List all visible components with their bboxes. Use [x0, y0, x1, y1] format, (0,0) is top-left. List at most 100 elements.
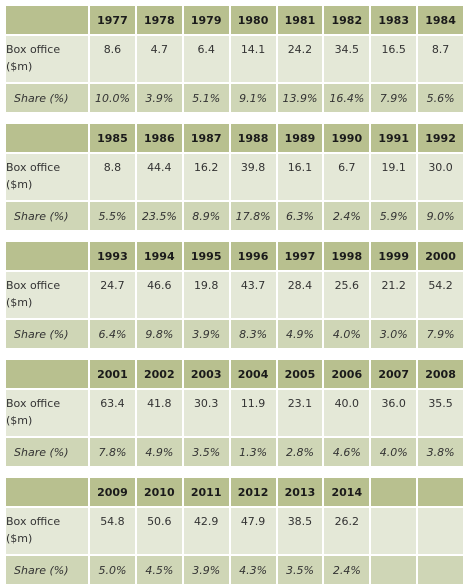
year-header-cell: 1999 [371, 242, 417, 270]
share-row: Share (%) 7.8% 4.9% 3.5% 1.3% 2.8% 4.6% 4.0% 3.8… [6, 438, 463, 466]
header-corner-cell [6, 124, 88, 152]
share-cell: 2.8% [277, 438, 323, 466]
share-cell: 5.6% [418, 84, 463, 112]
year-header-cell: 1984 [418, 6, 463, 34]
year-header-cell: 1978 [136, 6, 182, 34]
box-office-cell: 36.0 [371, 390, 417, 436]
share-cell: 8.3% [230, 320, 276, 348]
share-cell: 16.4% [324, 84, 370, 112]
year-table: 1993 1994 1995 1996 1997 1998 1999 2000 Box offi… [4, 240, 465, 350]
year-header-cell: 1983 [371, 6, 417, 34]
year-header-cell: 2005 [277, 360, 323, 388]
year-header-cell: 1987 [183, 124, 229, 152]
share-cell: 9.1% [230, 84, 276, 112]
header-corner-cell [6, 478, 88, 506]
year-header-cell: 1980 [230, 6, 276, 34]
box-office-cell: 46.6 [136, 272, 182, 318]
box-office-row-label: Box office ($m) [6, 154, 88, 200]
share-cell: 4.9% [136, 438, 182, 466]
box-office-row-label: Box office ($m) [6, 36, 88, 82]
box-office-row-label: Box office ($m) [6, 508, 88, 554]
share-cell [418, 556, 463, 584]
box-office-cell: 40.0 [324, 390, 370, 436]
box-office-row: Box office ($m) 24.7 46.6 19.8 43.7 28.4 25.6 2… [6, 272, 463, 318]
share-cell: 23.5% [136, 202, 182, 230]
share-cell: 4.5% [136, 556, 182, 584]
box-office-cell: 43.7 [230, 272, 276, 318]
year-header-cell: 2010 [136, 478, 182, 506]
box-office-cell: 21.2 [371, 272, 417, 318]
box-office-row-label: Box office ($m) [6, 390, 88, 436]
year-header-cell: 1985 [90, 124, 135, 152]
share-cell: 3.9% [136, 84, 182, 112]
box-office-cell: 26.2 [324, 508, 370, 554]
box-office-cell: 8.7 [418, 36, 463, 82]
box-office-cell: 14.1 [230, 36, 276, 82]
header-corner-cell [6, 360, 88, 388]
year-header-cell: 2011 [183, 478, 229, 506]
year-header-cell: 1981 [277, 6, 323, 34]
box-office-row-label: Box office ($m) [6, 272, 88, 318]
share-cell: 4.0% [324, 320, 370, 348]
share-cell: 3.0% [371, 320, 417, 348]
box-office-cell: 8.8 [90, 154, 135, 200]
share-cell: 1.3% [230, 438, 276, 466]
box-office-cell: 35.5 [418, 390, 463, 436]
header-corner-cell [6, 6, 88, 34]
box-office-cell: 30.0 [418, 154, 463, 200]
year-header-cell: 1994 [136, 242, 182, 270]
share-cell: 7.9% [371, 84, 417, 112]
share-cell: 3.5% [277, 556, 323, 584]
year-header-cell: 2013 [277, 478, 323, 506]
year-header-cell: 2000 [418, 242, 463, 270]
share-row-label: Share (%) [6, 84, 88, 112]
box-office-row: Box office ($m) 8.6 4.7 6.4 14.1 24.2 34.5 16.5… [6, 36, 463, 82]
year-header-cell: 2004 [230, 360, 276, 388]
year-header-cell: 1992 [418, 124, 463, 152]
box-office-cell: 8.6 [90, 36, 135, 82]
year-header-cell: 1997 [277, 242, 323, 270]
box-office-cell: 11.9 [230, 390, 276, 436]
share-cell: 9.0% [418, 202, 463, 230]
year-header-cell: 1989 [277, 124, 323, 152]
share-cell: 10.0% [90, 84, 135, 112]
box-office-cell: 6.7 [324, 154, 370, 200]
share-cell: 2.4% [324, 202, 370, 230]
share-cell: 3.9% [183, 320, 229, 348]
year-table: 1985 1986 1987 1988 1989 1990 1991 1992 Box offi… [4, 122, 465, 232]
year-header-cell: 1990 [324, 124, 370, 152]
share-cell: 2.4% [324, 556, 370, 584]
year-header-cell: 1982 [324, 6, 370, 34]
year-header-cell: 2007 [371, 360, 417, 388]
year-header-cell [371, 478, 417, 506]
header-corner-cell [6, 242, 88, 270]
share-cell: 8.9% [183, 202, 229, 230]
box-office-cell: 42.9 [183, 508, 229, 554]
share-row: Share (%) 5.5% 23.5% 8.9% 17.8% 6.3% 2.4% 5.9% 9… [6, 202, 463, 230]
box-office-cell: 16.2 [183, 154, 229, 200]
share-cell: 5.9% [371, 202, 417, 230]
box-office-row: Box office ($m) 63.4 41.8 30.3 11.9 23.1 40.0 3… [6, 390, 463, 436]
year-header-cell: 1991 [371, 124, 417, 152]
year-header-cell: 2001 [90, 360, 135, 388]
box-office-cell: 6.4 [183, 36, 229, 82]
box-office-row: Box office ($m) 54.8 50.6 42.9 47.9 38.5 26.2 [6, 508, 463, 554]
share-cell: 5.1% [183, 84, 229, 112]
box-office-cell: 41.8 [136, 390, 182, 436]
share-cell: 6.4% [90, 320, 135, 348]
year-header-cell: 1995 [183, 242, 229, 270]
box-office-cell: 38.5 [277, 508, 323, 554]
year-header-row: 1985 1986 1987 1988 1989 1990 1991 1992 [6, 124, 463, 152]
box-office-cell: 39.8 [230, 154, 276, 200]
box-office-cell: 44.4 [136, 154, 182, 200]
box-office-cell: 63.4 [90, 390, 135, 436]
box-office-cell: 47.9 [230, 508, 276, 554]
year-header-row: 1977 1978 1979 1980 1981 1982 1983 1984 [6, 6, 463, 34]
share-cell: 4.6% [324, 438, 370, 466]
year-header-cell: 2009 [90, 478, 135, 506]
year-header-cell: 1988 [230, 124, 276, 152]
year-header-cell: 2003 [183, 360, 229, 388]
box-office-cell [418, 508, 463, 554]
share-cell: 7.9% [418, 320, 463, 348]
